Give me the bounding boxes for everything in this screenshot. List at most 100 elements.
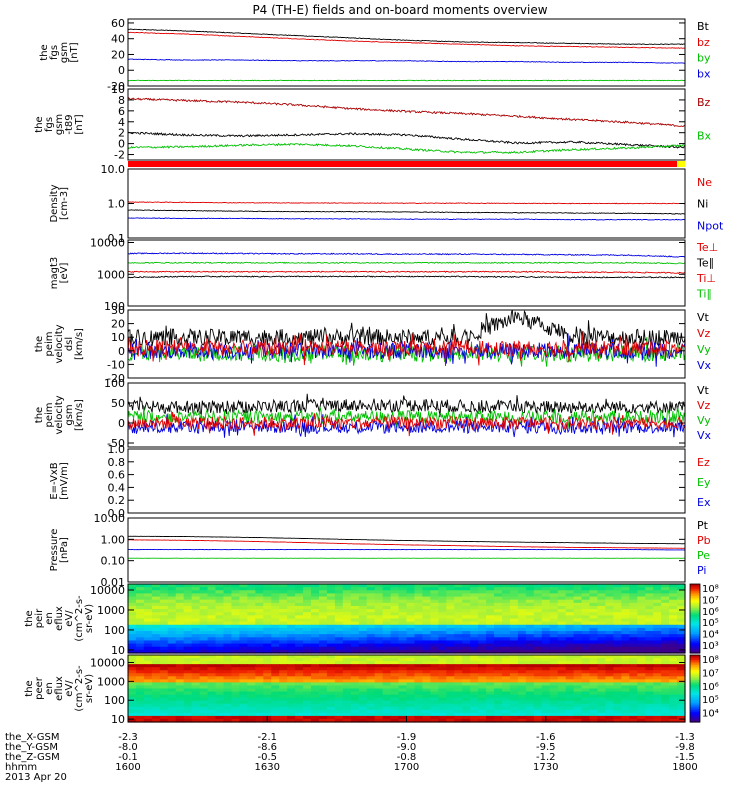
spectrogram-cell — [311, 673, 320, 677]
spectrogram-cell — [215, 712, 225, 717]
spectrogram-cell — [382, 700, 392, 705]
spectrogram-cell — [629, 609, 638, 613]
spectrogram-cell — [263, 602, 272, 607]
spectrogram-cell — [422, 587, 431, 591]
spectrogram-cell — [645, 605, 654, 610]
spectrogram-cell — [247, 655, 256, 659]
spectrogram-cell — [422, 685, 431, 690]
spectrogram-cell — [557, 715, 567, 720]
spectrogram-cell — [231, 624, 240, 629]
spectrogram-cell — [223, 587, 233, 591]
spectrogram-cell — [350, 640, 360, 645]
spectrogram-cell — [175, 631, 185, 635]
spectrogram-cell — [175, 624, 185, 629]
y-axis-label: dsl — [64, 337, 75, 351]
spectrogram-cell — [215, 718, 225, 723]
spectrogram-cell — [621, 643, 630, 648]
spectrogram-cell — [239, 643, 248, 648]
spectrogram-cell — [207, 649, 217, 654]
spectrogram-cell — [223, 634, 233, 638]
spectrogram-cell — [207, 664, 217, 668]
spectrogram-cell — [255, 670, 264, 674]
spectrogram-cell — [334, 618, 344, 623]
spectrogram-cell — [621, 712, 630, 717]
spectrogram-cell — [231, 670, 240, 674]
spectrogram-cell — [326, 587, 336, 591]
spectrogram-cell — [517, 596, 527, 601]
spectrogram-cell — [207, 682, 217, 687]
spectrogram-cell — [446, 709, 455, 714]
spectrogram-cell — [295, 694, 304, 699]
spectrogram-cell — [486, 621, 495, 626]
spectrogram-cell — [661, 587, 670, 591]
spectrogram-cell — [613, 694, 622, 699]
spectrogram-cell — [533, 587, 543, 591]
spectrogram-cell — [135, 661, 145, 665]
quality-bar — [128, 161, 685, 167]
spectrogram-cell — [597, 685, 607, 690]
spectrogram-cell — [390, 679, 400, 684]
spectrogram-cell — [151, 715, 161, 720]
spectrogram-cell — [199, 718, 209, 723]
spectrogram-cell — [541, 682, 551, 687]
spectrogram-cell — [128, 584, 137, 588]
spectrogram-cell — [326, 646, 336, 651]
series-line-red — [127, 201, 686, 205]
y-tick-label: 1000 — [97, 604, 125, 617]
spectrogram-cell — [454, 697, 463, 702]
spectrogram-cell — [287, 703, 296, 708]
spectrogram-cell — [247, 584, 256, 588]
spectrogram-cell — [406, 703, 416, 708]
spectrogram-cell — [669, 615, 678, 620]
spectrogram-cell — [470, 661, 479, 665]
spectrogram-cell — [478, 709, 487, 714]
spectrogram-cell — [279, 584, 288, 588]
spectrogram-cell — [159, 703, 169, 708]
spectrogram-cell — [653, 590, 662, 595]
spectrogram-cell — [199, 621, 209, 626]
spectrogram-cell — [167, 637, 177, 642]
spectrogram-cell — [653, 712, 662, 717]
spectrogram-cell — [645, 691, 654, 696]
spectrogram-cell — [350, 593, 360, 598]
y-axis-label: sr-eV) — [84, 604, 95, 633]
spectrogram-cell — [621, 593, 630, 598]
spectrogram-cell — [215, 621, 225, 626]
spectrogram-cell — [629, 627, 638, 632]
spectrogram-cell — [143, 715, 153, 720]
spectrogram-cell — [326, 596, 336, 601]
spectrogram-cell — [287, 618, 296, 623]
spectrogram-cell — [549, 609, 559, 613]
spectrogram-cell — [525, 685, 535, 690]
spectrogram-cell — [374, 637, 384, 642]
spectrogram-cell — [406, 602, 416, 607]
spectrogram-cell — [589, 631, 599, 635]
spectrogram-cell — [462, 599, 471, 604]
spectrogram-cell — [478, 646, 487, 651]
spectrogram-cell — [318, 703, 328, 708]
spectrogram-cell — [175, 715, 185, 720]
spectrogram-cell — [318, 599, 328, 604]
spectrogram-cell — [613, 700, 622, 705]
spectrogram-cell — [422, 637, 431, 642]
colorbar-step — [690, 676, 700, 680]
spectrogram-cell — [326, 593, 336, 598]
spectrogram-cell — [613, 640, 622, 645]
spectrogram-cell — [669, 673, 678, 677]
spectrogram-cell — [263, 658, 272, 662]
spectrogram-cell — [501, 658, 511, 662]
spectrogram-cell — [533, 688, 543, 693]
spectrogram-cell — [159, 718, 169, 723]
spectrogram-cell — [462, 596, 471, 601]
spectrogram-cell — [629, 649, 638, 654]
spectrogram-cell — [661, 679, 670, 684]
spectrogram-cell — [661, 605, 670, 610]
spectrogram-cell — [295, 634, 304, 638]
spectrogram-cell — [414, 649, 424, 654]
spectrogram-cell — [494, 658, 503, 662]
y-axis-label: eflux — [54, 606, 65, 631]
spectrogram-cell — [637, 688, 646, 693]
spectrogram-cell — [199, 691, 209, 696]
spectrogram-cell — [565, 661, 575, 665]
